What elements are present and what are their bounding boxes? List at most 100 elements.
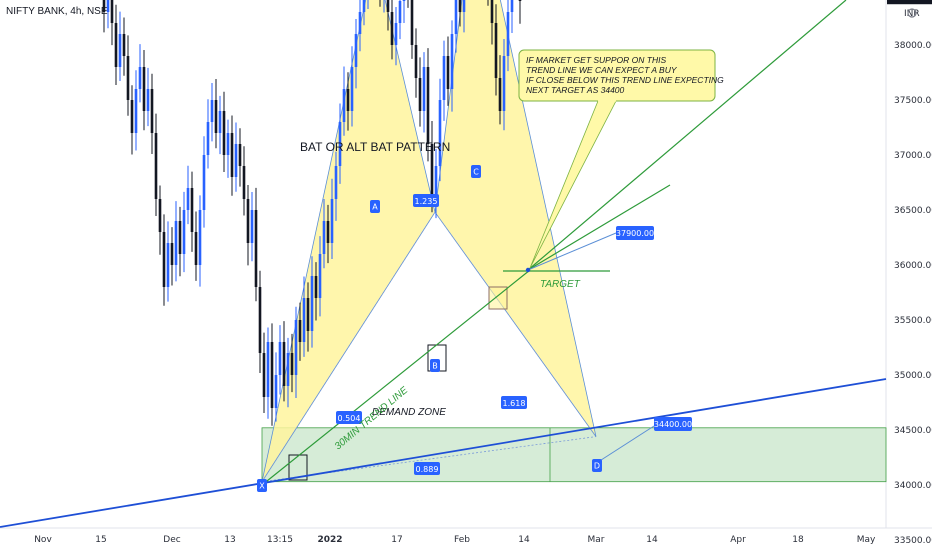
x-tick-label: 13:15: [267, 535, 293, 545]
candle-body: [114, 23, 118, 67]
candle-body: [266, 342, 270, 397]
candle-body: [178, 221, 182, 254]
x-tick-label: 15: [95, 535, 106, 545]
tag-37900-badge: [616, 226, 654, 240]
candle-body: [322, 221, 326, 254]
point-badge-b: [430, 359, 440, 372]
candle-body: [510, 0, 514, 12]
candle-body: [498, 78, 502, 111]
note-box: [518, 49, 716, 102]
point-badge-c: [471, 165, 481, 178]
harmonic-pattern: [261, 0, 597, 483]
candle-body: [154, 133, 158, 199]
candle-body: [298, 320, 302, 342]
y-tick-label: 37000.00: [894, 151, 932, 161]
candle-body: [494, 23, 498, 78]
candle-body: [314, 276, 318, 298]
x-tick-label: Feb: [454, 535, 470, 545]
candle-body: [254, 210, 258, 287]
candle-body: [518, 0, 522, 1]
candle-body: [330, 199, 334, 243]
y-tick-label: 36000.00: [894, 261, 932, 271]
pattern-ratio-line: [261, 211, 436, 482]
y-tick-label: 33500.00: [894, 536, 932, 546]
y-tick-label: 37500.00: [894, 96, 932, 106]
candle-body: [390, 12, 394, 45]
candle-body: [442, 56, 446, 100]
candle-body: [134, 89, 138, 133]
x-tick-label: 2022: [317, 535, 342, 545]
note-line: TREND LINE WE CAN EXPECT A BUY: [526, 65, 678, 75]
candle-body: [506, 12, 510, 56]
y-tick-label: 34500.00: [894, 426, 932, 436]
candle-body: [214, 100, 218, 133]
candle-body: [414, 45, 418, 78]
candle-body: [334, 166, 338, 199]
candle-body: [358, 12, 362, 34]
candle-body: [150, 89, 154, 133]
candle-body: [458, 0, 462, 12]
x-tick-label: May: [857, 535, 876, 545]
candle-body: [346, 89, 350, 111]
point-label-a: A: [372, 203, 378, 212]
candle-body: [174, 221, 178, 265]
pattern-title: BAT OR ALT BAT PATTERN: [300, 140, 450, 154]
candle-body: [450, 34, 454, 89]
candle-body: [222, 111, 226, 155]
candle-body: [234, 144, 238, 177]
candle-body: [102, 0, 106, 12]
candle-body: [310, 276, 314, 331]
point-label-x: X: [259, 482, 265, 491]
y-tick-label: 35000.00: [894, 371, 932, 381]
tag-37900-label: 37900.00: [616, 229, 654, 238]
candle-body: [394, 23, 398, 45]
candle-body: [166, 243, 170, 287]
trendlines-layer: [0, 0, 887, 528]
candle-body: [242, 166, 246, 199]
candle-body: [462, 0, 466, 12]
x-tick-label: 13: [224, 535, 235, 545]
x-tick-label: Nov: [34, 535, 52, 545]
candle-body: [302, 298, 306, 342]
candle-body: [186, 188, 190, 210]
candle-body: [490, 0, 494, 23]
x-tick-label: 17: [391, 535, 402, 545]
tag-34400-label: 34400.00: [654, 420, 692, 429]
candle-body: [122, 34, 126, 56]
gear-icon[interactable]: [907, 8, 917, 18]
point-label-b: B: [432, 362, 438, 371]
candle-body: [410, 0, 414, 45]
ratio-ac: 1.235: [415, 197, 438, 206]
candle-body: [294, 320, 298, 375]
candle-body: [306, 298, 310, 331]
candle-body: [282, 342, 286, 386]
candle-body: [350, 67, 354, 111]
candle-body: [362, 0, 366, 12]
candle-body: [130, 100, 134, 133]
ratio-bd: 1.618: [503, 399, 526, 408]
candle-body: [386, 0, 390, 12]
y-tick-label: 34000.00: [894, 481, 932, 491]
target-label: TARGET: [540, 279, 581, 290]
candle-body: [110, 0, 114, 23]
candle-body: [250, 210, 254, 243]
entry-square: [288, 454, 308, 481]
candle-body: [142, 67, 146, 111]
candle-body: [326, 221, 330, 243]
candle-body: [238, 144, 242, 166]
trendline-pivot: [525, 267, 531, 273]
candle-body: [418, 78, 422, 111]
candle-body: [258, 287, 262, 353]
thirty-min-trendline: [261, 269, 531, 486]
candle-body: [502, 56, 506, 111]
x-tick-label: Dec: [163, 535, 180, 545]
y-tick-label: 38000.00: [894, 41, 932, 51]
candle-body: [290, 353, 294, 375]
x-tick-label: 18: [792, 535, 804, 545]
candle-body: [434, 166, 438, 199]
y-tick-label: 36500.00: [894, 206, 932, 216]
note-line: NEXT TARGET AS 34400: [526, 85, 625, 95]
candle-body: [194, 232, 198, 265]
candle-body: [438, 100, 442, 166]
